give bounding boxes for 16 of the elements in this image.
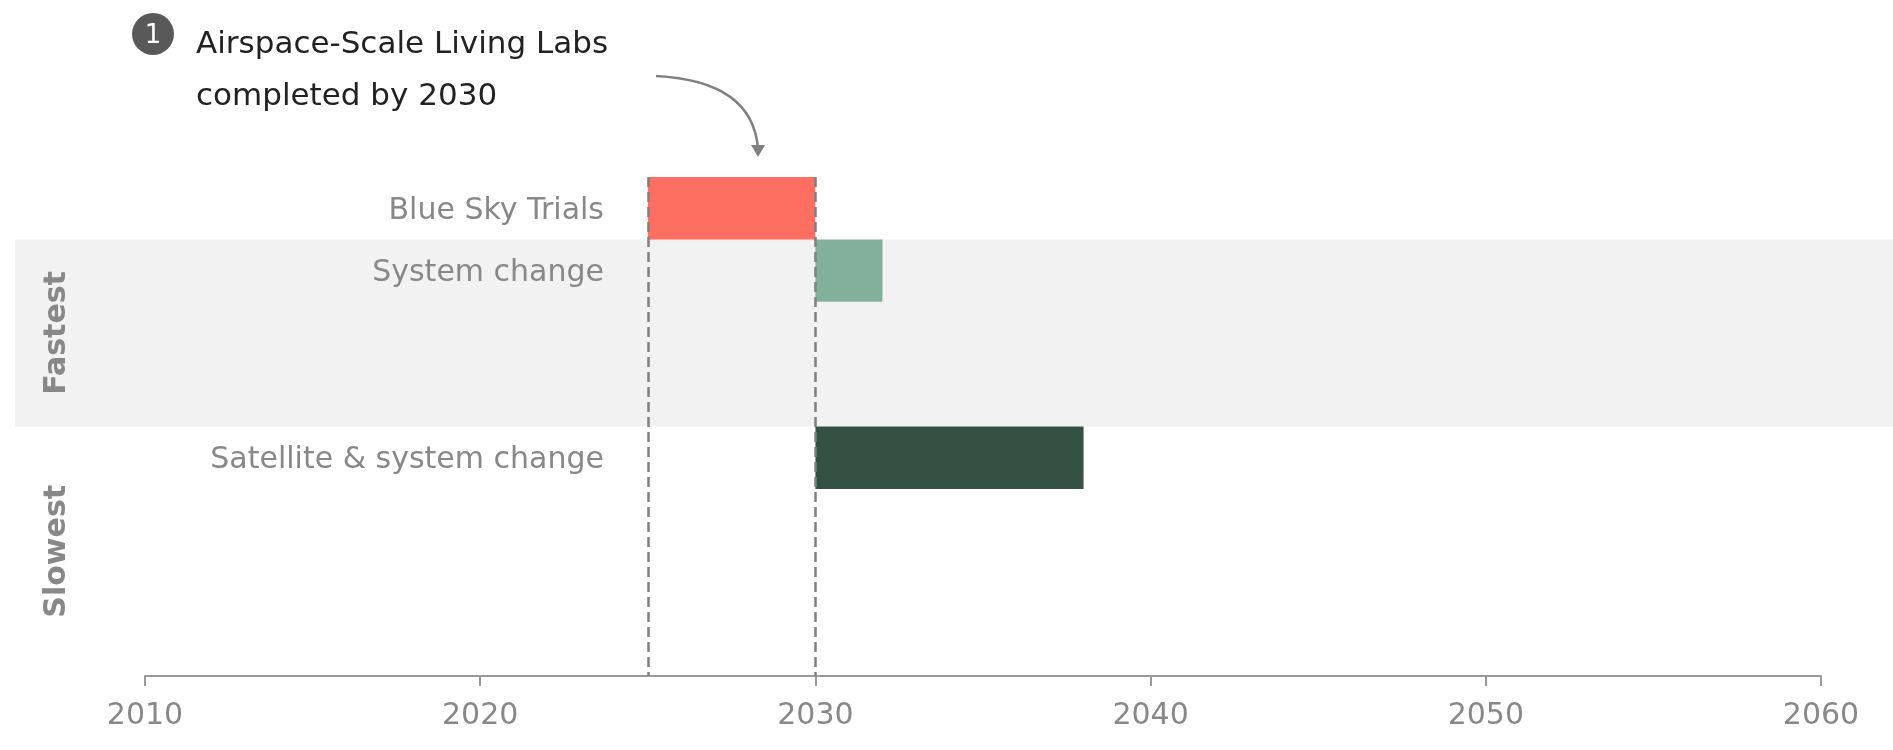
y-tick-label: System change — [372, 253, 604, 289]
x-tick-label: 2040 — [1112, 695, 1189, 731]
text: Slowest — [36, 484, 72, 618]
y-tick-label: Satellite & system change — [210, 440, 604, 476]
x-tick-label: 2030 — [777, 695, 854, 731]
x-tick-label: 2020 — [442, 695, 519, 731]
bar — [815, 239, 883, 302]
x-tick-label: 2050 — [1447, 695, 1524, 731]
x-tick-label: 2010 — [106, 695, 184, 731]
bar — [815, 426, 1084, 489]
x-tick-label: 2060 — [1782, 695, 1860, 731]
text: 1 — [132, 13, 174, 55]
bar — [647, 177, 816, 240]
y-tick-label: Blue Sky Trials — [388, 190, 604, 226]
text: Airspace-Scale Living Labs completed by 2030 — [196, 24, 609, 112]
band-label: Fastest — [36, 271, 72, 395]
